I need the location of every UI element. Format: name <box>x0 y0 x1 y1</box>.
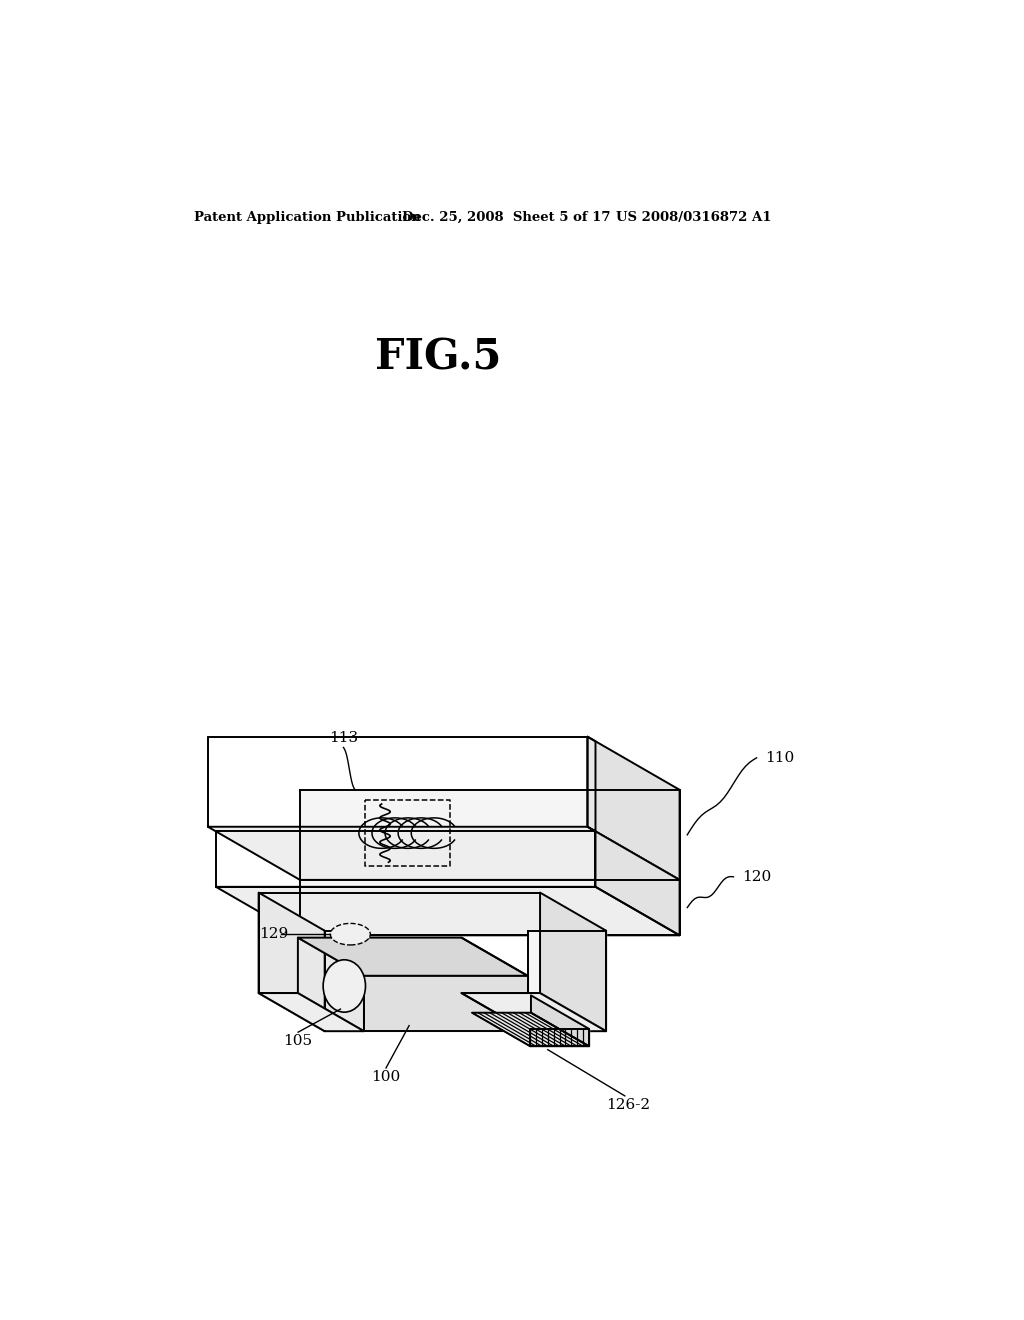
Text: 100: 100 <box>372 1071 400 1084</box>
Polygon shape <box>596 832 680 936</box>
Polygon shape <box>259 993 364 1031</box>
Polygon shape <box>530 1028 589 1047</box>
Polygon shape <box>588 737 680 880</box>
Polygon shape <box>527 931 606 1031</box>
Polygon shape <box>208 826 680 880</box>
Polygon shape <box>259 892 325 1031</box>
Ellipse shape <box>331 924 371 945</box>
Ellipse shape <box>324 960 366 1012</box>
Polygon shape <box>300 880 680 936</box>
Polygon shape <box>298 937 527 975</box>
Polygon shape <box>300 789 680 880</box>
Polygon shape <box>462 993 606 1031</box>
Text: 120: 120 <box>742 870 771 884</box>
Polygon shape <box>472 1012 589 1047</box>
Text: US 2008/0316872 A1: US 2008/0316872 A1 <box>615 211 771 224</box>
Polygon shape <box>364 975 527 1031</box>
Text: 113: 113 <box>329 731 358 746</box>
Text: 129: 129 <box>259 927 288 941</box>
Polygon shape <box>531 995 589 1047</box>
Text: FIG.5: FIG.5 <box>376 337 502 378</box>
Polygon shape <box>325 931 364 1031</box>
Text: 126-2: 126-2 <box>606 1098 650 1113</box>
Polygon shape <box>588 737 596 832</box>
Text: 105: 105 <box>284 1035 312 1048</box>
Polygon shape <box>298 937 364 1031</box>
Text: Patent Application Publication: Patent Application Publication <box>195 211 421 224</box>
Text: 110: 110 <box>765 751 795 764</box>
Polygon shape <box>540 892 606 1031</box>
Polygon shape <box>216 887 680 936</box>
Text: Dec. 25, 2008  Sheet 5 of 17: Dec. 25, 2008 Sheet 5 of 17 <box>402 211 611 224</box>
